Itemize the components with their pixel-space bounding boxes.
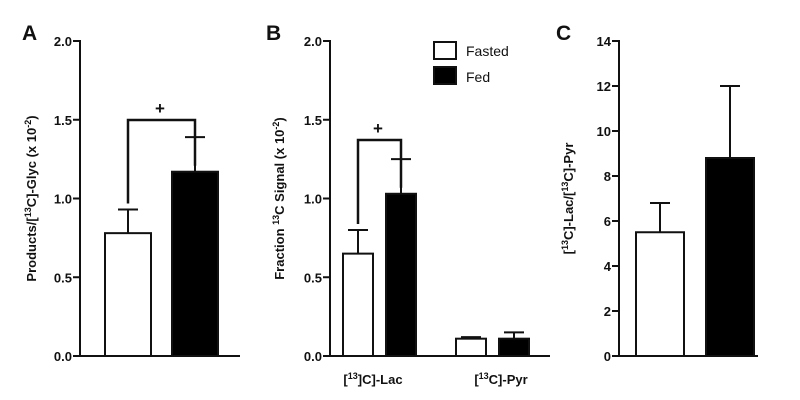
y-tick-label: 1.5 xyxy=(304,113,322,128)
significance-bracket xyxy=(356,138,403,224)
bar-fed xyxy=(498,337,530,357)
legend-label-fasted: Fasted xyxy=(466,43,509,59)
legend-label-fed: Fed xyxy=(466,69,490,85)
y-tick-label: 8 xyxy=(604,169,611,184)
chart-panel-b: 0.0 0.5 1.0 1.5 2.0 Fraction 13C Signal (x 10… xyxy=(271,34,550,387)
bar-fasted xyxy=(455,337,487,357)
y-tick-label: 2.0 xyxy=(304,34,322,49)
chart-panel-a: 0.0 0.5 1.0 1.5 2.0 Products/[13C]-Glyc (x 10… xyxy=(23,34,240,364)
legend-swatch-fasted xyxy=(433,41,457,60)
y-tick-label: 0.0 xyxy=(304,349,322,364)
legend: Fasted Fed xyxy=(433,41,509,85)
y-axis-title: Products/[13C]-Glyc (x 10-2) xyxy=(23,115,39,281)
bar-fed xyxy=(385,192,417,357)
bar-fasted xyxy=(635,231,685,357)
y-tick-label: 10 xyxy=(597,124,611,139)
y-tick-label: 0 xyxy=(604,349,611,364)
bar-fed xyxy=(171,170,219,357)
x-tick-label: [13]C]-Lac xyxy=(343,371,402,387)
y-tick-label: 0.0 xyxy=(54,349,72,364)
y-tick-label: 1.0 xyxy=(304,192,322,207)
y-tick-label: 0.5 xyxy=(54,270,72,285)
significance-bracket xyxy=(126,118,197,204)
y-axis-title: Fraction 13C Signal (x 10-2) xyxy=(271,117,287,280)
bar-fed xyxy=(705,157,755,357)
panel-letter-c: C xyxy=(556,22,571,45)
y-tick-label: 1.0 xyxy=(54,192,72,207)
y-tick-label: 4 xyxy=(604,259,612,274)
y-tick-label: 1.5 xyxy=(54,113,72,128)
bar-fasted xyxy=(104,232,152,357)
y-tick-label: 6 xyxy=(604,214,611,229)
significance-marker: + xyxy=(155,99,165,118)
y-tick-label: 12 xyxy=(597,79,611,94)
panel-letter-b: B xyxy=(266,22,281,45)
x-tick-label: [13C]-Pyr xyxy=(474,371,527,387)
y-tick-label: 0.5 xyxy=(304,270,322,285)
y-tick-label: 14 xyxy=(597,34,612,49)
panel-letter-a: A xyxy=(22,22,37,45)
significance-marker: + xyxy=(373,119,383,138)
legend-swatch-fed xyxy=(433,66,457,85)
y-axis-title: [13C]-Lac/[13C]-Pyr xyxy=(560,143,576,255)
bar-fasted xyxy=(342,252,374,357)
y-tick-label: 2 xyxy=(604,304,611,319)
chart-panel-c: 0 2 4 6 8 10 12 14 [13C]-Lac/[13C]-Pyr xyxy=(560,34,758,364)
y-tick-label: 2.0 xyxy=(54,34,72,49)
